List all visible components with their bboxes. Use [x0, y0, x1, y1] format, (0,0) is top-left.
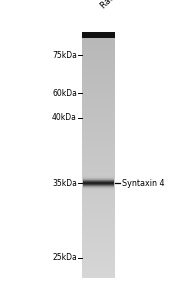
Bar [82, 32, 115, 38]
Text: 25kDa: 25kDa [52, 254, 77, 262]
Text: Rat brain: Rat brain [99, 0, 132, 10]
Text: 60kDa: 60kDa [52, 88, 77, 98]
Text: 40kDa: 40kDa [52, 113, 77, 122]
Text: Syntaxin 4: Syntaxin 4 [122, 178, 164, 188]
Text: 35kDa: 35kDa [52, 178, 77, 188]
Text: 75kDa: 75kDa [52, 50, 77, 59]
